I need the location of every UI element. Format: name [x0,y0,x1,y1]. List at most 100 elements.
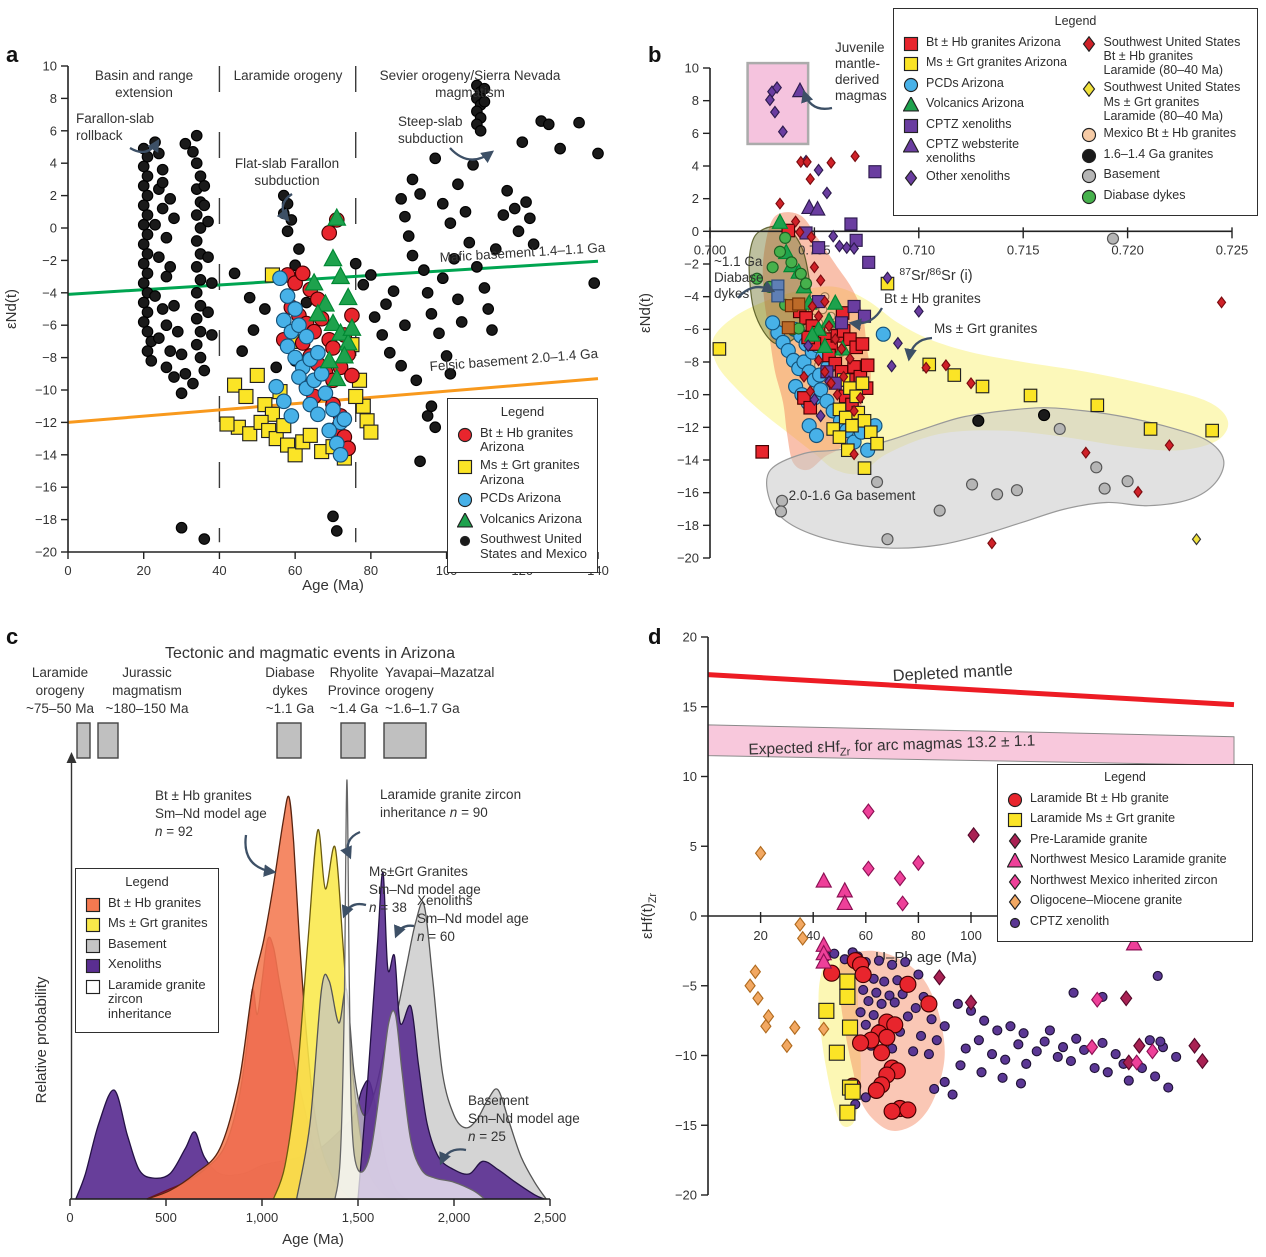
legend-marker [903,77,919,92]
annotation-text: Sevier orogeny/Sierra Nevada magmatism [380,68,561,100]
point-southwest-us-mexico [349,257,362,270]
point-southwest-us-mexico [156,163,169,176]
point-cptz-xenolith [973,1035,984,1046]
point-southwest-us-mexico [153,332,165,344]
point-pcds-arizona [283,408,300,424]
legend-marker [459,536,471,547]
point-northwest-mesico-laramide-granite [815,952,833,969]
legend-item-label: Southwest United States Bt ± Hb granites… [1103,34,1241,77]
legend-item-label: CPTZ xenoliths [926,116,1012,131]
legend-item-label: Mexico Bt ± Hb granites [1103,126,1237,141]
x-tick-label: 500 [155,1210,177,1225]
y-tick-label: 2 [692,191,699,206]
legend-item: Volcanics Arizona [457,511,588,529]
panel-b: 10 8 6 4 2 0 −2 −4 −6 −8 −10 −12 −14 −16 −18 −20 0.700 0.… [636,0,1266,604]
point-sw-us-bt-hb-laramide [815,274,826,287]
series-diabase-reference-squares [771,279,785,303]
x-tick-label: 80 [364,563,378,578]
point-cptz-xenoliths [812,241,826,255]
x-tick-label: 1,000 [246,1210,279,1225]
rhyolite-province-box [340,722,366,759]
x-axis-title: Age (Ma) [302,577,364,594]
point-ms-grt-granites-arizona [845,418,859,433]
point-cptz-xenolith [1021,1058,1032,1069]
annotation-arrow [129,138,160,154]
point-other-xenoliths [777,125,788,139]
legend-item-label: Other xenoliths [926,168,1011,183]
point-southwest-us-mexico [542,118,555,131]
point-brown-squares [781,321,795,335]
annotation-text: Laramide orogeny ~75–50 Ma [26,665,94,716]
point-southwest-us-mexico [259,303,271,315]
diabase-dykes-box [276,722,302,759]
legend-item-label: PCDs Arizona [480,490,561,506]
point-basement [881,533,894,546]
point-basement [1098,482,1111,495]
legend-item: CPTZ xenolith [1007,914,1243,931]
point-southwest-us-mexico [141,325,154,338]
point-laramide-bt-hb-granite [899,975,917,993]
point-cptz-xenolith [992,1025,1003,1036]
point-laramide-bt-hb-granite [920,995,938,1013]
point-basement [870,475,884,489]
point-southwest-us-mexico [588,277,601,289]
x-tick-label: 2,500 [534,1210,567,1225]
point-southwest-us-mexico [365,269,377,281]
legend-marker [904,169,918,186]
point-southwest-us-mexico [190,338,203,351]
circle-legend-icon [1081,148,1096,163]
point-oligocene-miocene-granite [754,845,767,861]
legend-marker [903,97,919,112]
circle-legend-icon [1081,169,1096,184]
legend-marker [85,897,101,912]
point-northwest-mexico-inherited-zircon [862,860,875,877]
point-pre-laramide-granite [964,994,978,1011]
point-southwest-us-mexico [508,202,521,215]
point-cptz-xenolith [986,1049,998,1060]
point-cptz-xenolith [976,1067,987,1078]
point-sw-us-bt-hb-laramide [807,300,818,313]
point-basement [1106,232,1120,245]
point-ms-grt-granites-arizona [857,461,872,475]
point-ms-grt-granites-arizona [1143,422,1158,436]
square-legend-icon [85,897,101,912]
point-1.6-1.4-ga-granites [1038,409,1051,422]
point-cptz-xenolith [855,1007,866,1018]
point-sw-us-bt-hb-laramide [921,361,931,374]
x-tick-label: 20 [753,928,767,943]
point-diabase-dykes [785,256,798,269]
point-cptz-xenolith [908,1046,919,1057]
point-cptz-xenolith [900,956,911,968]
square-legend-icon [903,36,919,51]
point-southwest-us-mexico [137,160,150,173]
point-diabase-dykes [750,272,764,285]
legend-marker [85,958,101,974]
point-cptz-xenolith [929,1083,940,1095]
point-brown-squares [792,297,806,311]
point-sw-us-bt-hb-laramide [1133,485,1143,499]
annotation-text: Bt ± Hb granites [884,291,981,306]
point-volcanics-arizona [323,248,343,267]
point-other-xenoliths [803,339,814,353]
point-ms-grt-granites-arizona [870,436,884,451]
point-cptz-xenolith [1150,1071,1161,1082]
point-pcds-arizona [298,328,315,345]
point-cptz-xenolith [860,1019,871,1030]
y-tick-label: −20 [35,545,57,560]
point-southwest-us-mexico [228,267,241,280]
point-sw-us-bt-hb-laramide [855,391,866,405]
point-southwest-us-mexico [474,124,487,137]
point-southwest-us-mexico [440,350,453,362]
series-basement [774,232,1134,546]
annotation-text: Basin and range extension [95,68,193,100]
point-southwest-us-mexico [198,180,211,192]
annotation-arrow [801,89,833,110]
point-pcds-arizona [287,301,303,317]
annotation-arrow [244,834,277,877]
annotation-arrow [341,902,367,919]
legend-item-label: 1.6–1.4 Ga granites [1103,146,1214,161]
point-1.6-1.4-ga-granites [972,414,985,427]
point-pcds-arizona [291,369,307,385]
legend-marker [1081,189,1096,204]
